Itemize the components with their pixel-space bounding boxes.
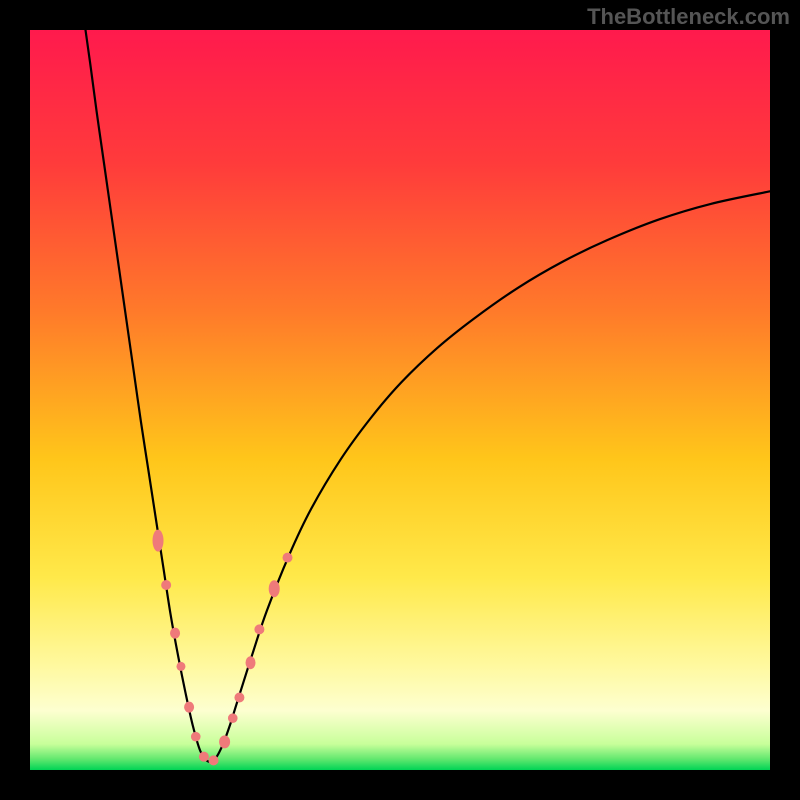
marker-dot	[219, 735, 230, 748]
marker-dot	[209, 755, 219, 765]
marker-dot	[161, 580, 171, 590]
watermark-text: TheBottleneck.com	[587, 4, 790, 30]
marker-dot	[170, 628, 180, 639]
marker-dot	[283, 553, 293, 563]
chart-container: TheBottleneck.com	[0, 0, 800, 800]
marker-dot	[184, 702, 194, 713]
marker-dot	[199, 752, 209, 762]
marker-dot	[254, 624, 264, 634]
bottleneck-chart-svg	[0, 0, 800, 800]
marker-dot	[176, 662, 185, 671]
marker-dot	[191, 732, 201, 742]
marker-dot	[234, 692, 244, 702]
marker-dot	[269, 580, 280, 597]
marker-dot	[153, 530, 164, 552]
marker-dot	[246, 656, 256, 669]
marker-dot	[228, 713, 238, 723]
